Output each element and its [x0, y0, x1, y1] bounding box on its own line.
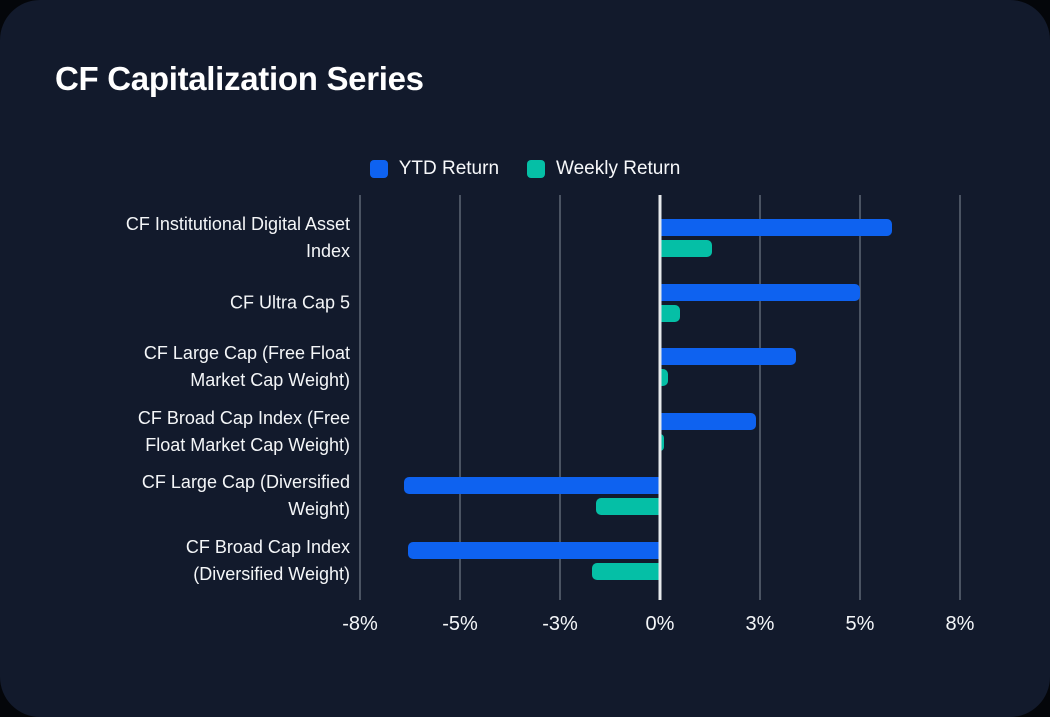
bar-weekly-cf-large-cap-diversified-weight [596, 498, 660, 516]
gridline [559, 195, 561, 600]
bar-weekly-cf-institutional-digital-asset-index [660, 240, 712, 257]
category-axis: CF Institutional Digital Asset Index CF U… [100, 195, 350, 600]
category-label-cf-institutional-digital-asset-index: CF Institutional Digital Asset Index [125, 214, 350, 261]
legend-swatch-weekly-return [527, 160, 546, 178]
bar-ytd-cf-ultra-cap-5 [660, 283, 860, 301]
x-axis-tick-labels: -8% -5% -3% 0% 3% 5% 8% [342, 613, 974, 641]
bar-ytd-cf-large-cap-free-float-market-cap-weight [660, 348, 796, 366]
bar-ytd-cf-large-cap-diversified-weight [404, 477, 660, 495]
legend-label: YTD Return [398, 158, 500, 179]
bar-weekly-cf-broad-cap-index-diversified-weight [592, 563, 660, 580]
gridline [459, 195, 461, 600]
gridline [959, 195, 961, 600]
category-label-cf-large-cap-free-float-market-cap-weight: CF Large Cap (Free Float Market Cap Weig… [143, 343, 350, 391]
gridline [759, 195, 761, 600]
gridline [359, 195, 361, 600]
bar-ytd-cf-institutional-digital-asset-index [660, 219, 892, 236]
category-label-cf-broad-cap-index-diversified-weight: CF Broad Cap Index (Diversified Weight) [185, 537, 350, 584]
legend-item-ytd-return[interactable]: YTD Return [369, 158, 500, 180]
x-tick-label: 5% [845, 613, 875, 635]
bar-weekly-cf-broad-cap-index-free-float-market-cap-weight [660, 433, 664, 451]
legend: YTD Return Weekly Return [0, 158, 1050, 180]
x-tick-label: -8% [342, 613, 378, 635]
bar-weekly-cf-ultra-cap-5 [660, 304, 680, 322]
chart-title: CF Capitalization Series [55, 60, 424, 97]
legend-label: Weekly Return [556, 158, 681, 179]
bar-ytd-cf-broad-cap-index-diversified-weight [408, 542, 660, 559]
bar-weekly-cf-large-cap-free-float-market-cap-weight [660, 369, 668, 387]
x-tick-label: -5% [442, 613, 478, 635]
plot-area [359, 195, 961, 600]
gridline [859, 195, 861, 600]
category-label-cf-large-cap-diversified-weight: CF Large Cap (Diversified Weight) [141, 472, 350, 520]
category-label-cf-broad-cap-index-free-float-market-cap-weight: CF Broad Cap Index (Free Float Market Ca… [137, 407, 350, 455]
zero-axis-line [658, 195, 662, 600]
category-label-cf-ultra-cap-5: CF Ultra Cap 5 [229, 292, 350, 313]
x-tick-label: -3% [542, 613, 578, 635]
x-tick-label: 8% [945, 613, 975, 635]
legend-item-weekly-return[interactable]: Weekly Return [527, 158, 680, 180]
legend-swatch-ytd-return [369, 160, 388, 178]
x-tick-label: 3% [745, 613, 775, 635]
bar-ytd-cf-broad-cap-index-free-float-market-cap-weight [660, 412, 756, 430]
x-tick-label: 0% [645, 613, 675, 635]
